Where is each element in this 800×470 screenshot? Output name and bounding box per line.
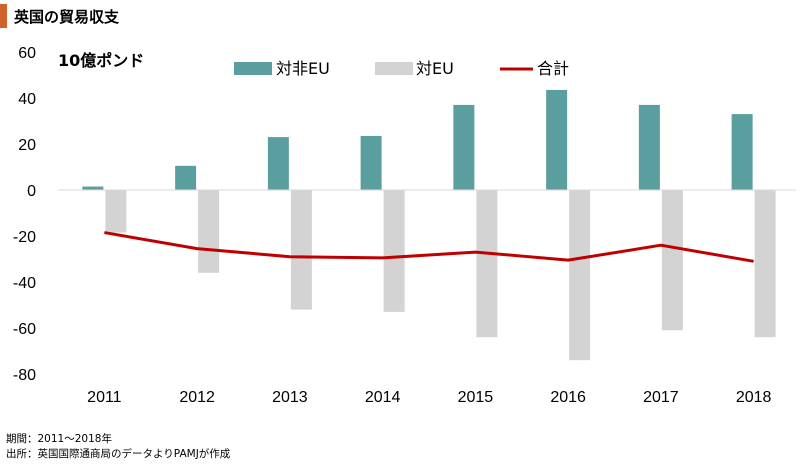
chart-title-bar: 英国の貿易収支 <box>0 4 119 28</box>
x-tick-label: 2018 <box>736 389 772 406</box>
y-tick-label: -20 <box>13 229 36 246</box>
bar-eu <box>569 190 591 361</box>
x-tick-label: 2017 <box>643 389 679 406</box>
y-tick-label: 40 <box>18 91 36 108</box>
bar-eu <box>105 190 127 233</box>
x-tick-label: 2016 <box>550 389 586 406</box>
footnotes: 期間：2011～2018年 出所：英国国際通商局のデータよりPAMJが作成 <box>6 432 230 462</box>
period-note: 期間：2011～2018年 <box>6 433 112 445</box>
bar-eu <box>290 190 312 310</box>
bar-non-eu <box>731 114 753 190</box>
chart-title: 英国の貿易収支 <box>14 7 120 26</box>
y-tick-label: -40 <box>13 275 36 292</box>
legend-label-eu: 対EU <box>416 59 454 78</box>
unit-label: 10億ポンド <box>58 51 144 70</box>
y-tick-label: 60 <box>18 45 36 62</box>
bar-eu <box>198 190 220 273</box>
bar-non-eu <box>267 137 289 190</box>
total-line <box>104 231 754 263</box>
bar-eu <box>383 190 405 312</box>
x-tick-label: 2011 <box>87 389 122 406</box>
x-tick-label: 2012 <box>179 389 215 406</box>
legend-label-total: 合計 <box>537 59 569 78</box>
bar-eu <box>661 190 683 331</box>
y-tick-label: 0 <box>27 183 36 200</box>
x-tick-label: 2015 <box>458 389 494 406</box>
bar-non-eu <box>638 104 660 190</box>
x-tick-label: 2014 <box>365 389 401 406</box>
bar-eu <box>476 190 498 338</box>
bar-non-eu <box>175 165 197 190</box>
chart-canvas: 60 40 20 0 -20 -40 -60 -80 10億ポンド 2011 2012 2013 201… <box>13 45 796 406</box>
bar-non-eu <box>546 89 568 190</box>
legend-swatch-eu <box>375 62 413 75</box>
y-tick-label: -80 <box>13 367 36 384</box>
legend-label-non-eu: 対非EU <box>276 59 330 78</box>
y-tick-label: 20 <box>18 137 36 154</box>
title-accent-bar <box>0 4 7 28</box>
bar-non-eu <box>82 186 104 190</box>
legend-swatch-non-eu <box>234 62 272 75</box>
bar-non-eu <box>360 135 382 190</box>
source-note: 出所：英国国際通商局のデータよりPAMJが作成 <box>6 448 231 460</box>
bar-eu <box>754 190 776 338</box>
x-tick-label: 2013 <box>272 389 308 406</box>
bar-non-eu <box>453 104 475 190</box>
y-tick-label: -60 <box>13 321 36 338</box>
